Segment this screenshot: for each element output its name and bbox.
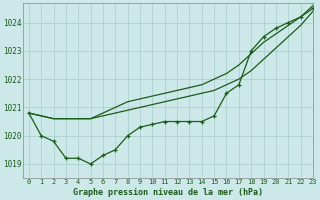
X-axis label: Graphe pression niveau de la mer (hPa): Graphe pression niveau de la mer (hPa): [73, 188, 263, 197]
